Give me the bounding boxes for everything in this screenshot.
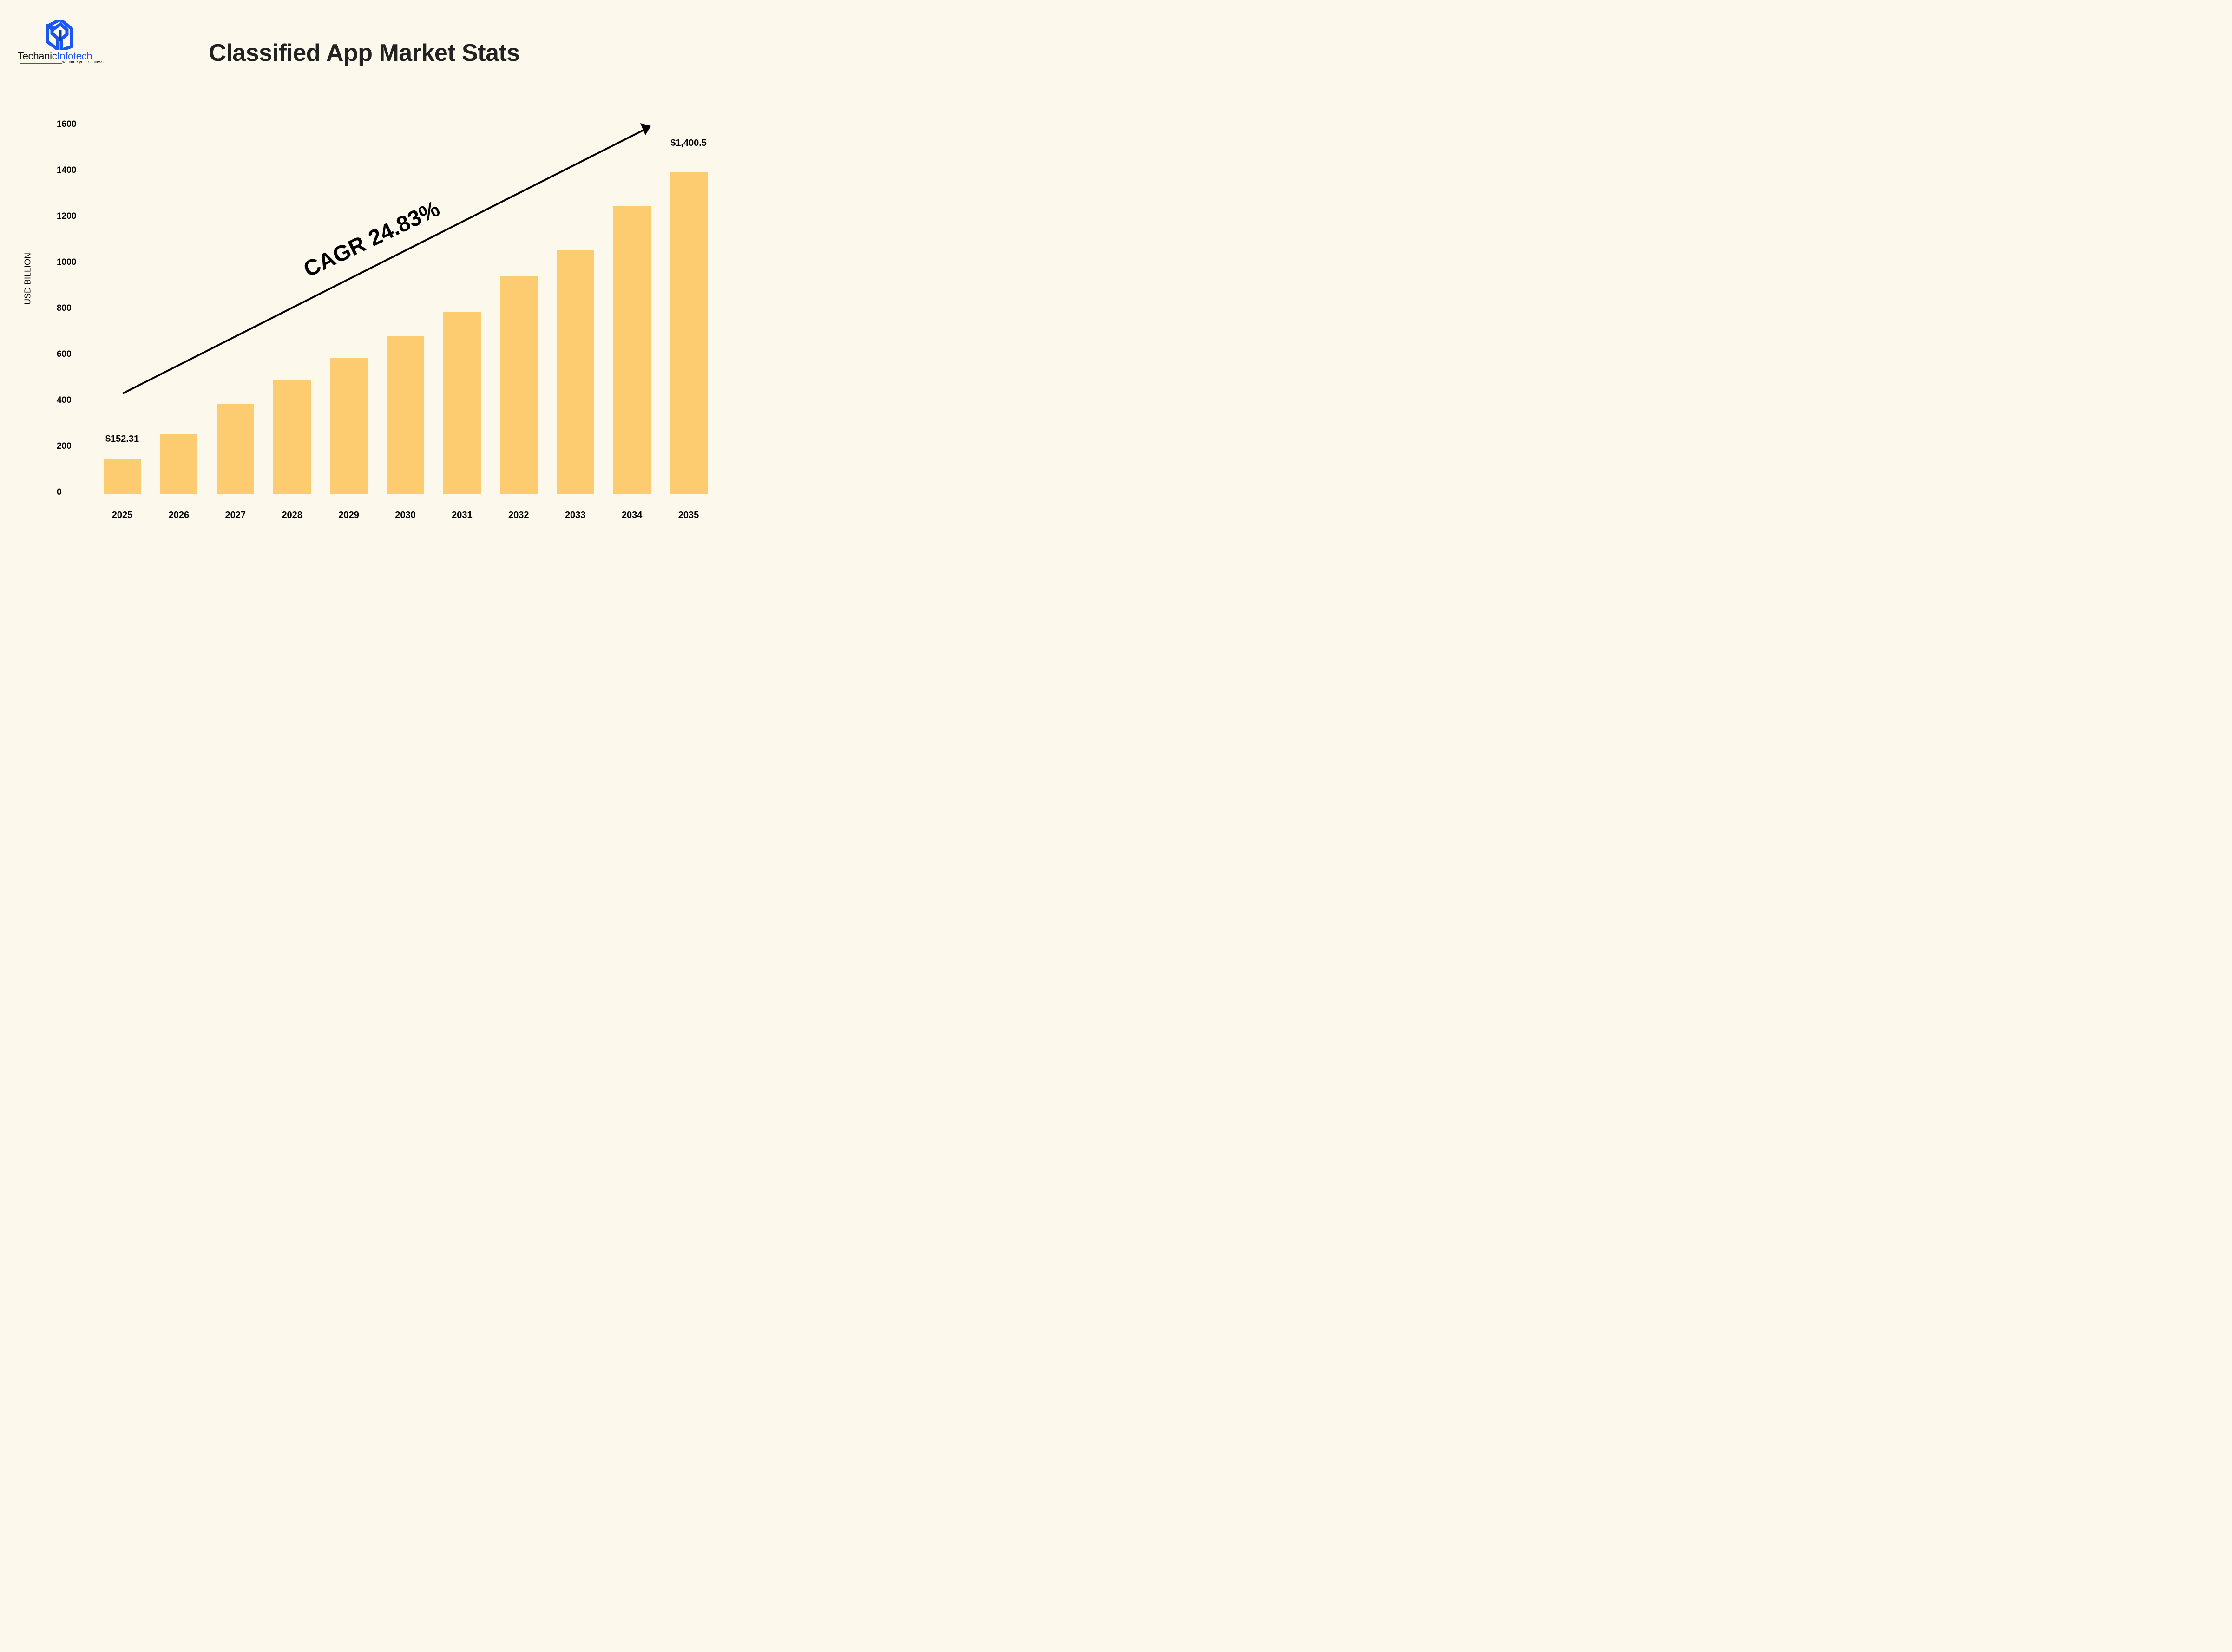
brand-underline bbox=[20, 63, 62, 64]
x-tick-label: 2030 bbox=[395, 510, 416, 520]
bar-2027 bbox=[217, 403, 255, 494]
y-tick-label: 600 bbox=[57, 349, 72, 359]
bar-2025 bbox=[103, 459, 141, 494]
chart-title: Classified App Market Stats bbox=[209, 39, 520, 66]
value-label-first: $152.31 bbox=[105, 434, 139, 444]
x-tick-label: 2034 bbox=[621, 510, 643, 520]
brand-name: TechanicInfotech bbox=[18, 50, 92, 62]
brand-logo: TechanicInfotech we code your success bbox=[18, 20, 111, 66]
y-tick-label: 1000 bbox=[57, 257, 77, 267]
x-tick-label: 2031 bbox=[452, 510, 473, 520]
x-tick-label: 2027 bbox=[225, 510, 246, 520]
x-tick-label: 2028 bbox=[282, 510, 302, 520]
y-tick-label: 400 bbox=[57, 395, 72, 405]
bar-2033 bbox=[556, 249, 594, 494]
x-tick-label: 2026 bbox=[168, 510, 190, 520]
x-tick-label: 2035 bbox=[678, 510, 699, 520]
x-tick-label: 2029 bbox=[338, 510, 359, 520]
cube-logo-icon bbox=[46, 20, 73, 50]
bar-2031 bbox=[443, 311, 481, 494]
x-tick-label: 2032 bbox=[508, 510, 529, 520]
y-tick-label: 1600 bbox=[57, 119, 77, 129]
bar-2030 bbox=[387, 335, 424, 494]
bar-2026 bbox=[160, 433, 198, 494]
trend-arrow-icon bbox=[122, 123, 651, 394]
value-label-last: $1,400.5 bbox=[670, 138, 707, 148]
x-tick-label: 2025 bbox=[112, 510, 133, 520]
y-tick-label: 1400 bbox=[57, 165, 77, 175]
bar-2032 bbox=[499, 275, 538, 494]
brand-tagline: we code your success bbox=[62, 59, 104, 64]
y-tick-label: 800 bbox=[57, 303, 72, 313]
x-tick-label: 2033 bbox=[565, 510, 586, 520]
y-tick-label: 1200 bbox=[57, 211, 77, 221]
bar-2034 bbox=[613, 206, 651, 494]
y-tick-label: 200 bbox=[57, 441, 72, 451]
bar-2035 bbox=[670, 172, 708, 494]
bar-2028 bbox=[273, 380, 311, 494]
y-tick-label: 0 bbox=[57, 487, 62, 497]
bar-2029 bbox=[330, 358, 368, 494]
